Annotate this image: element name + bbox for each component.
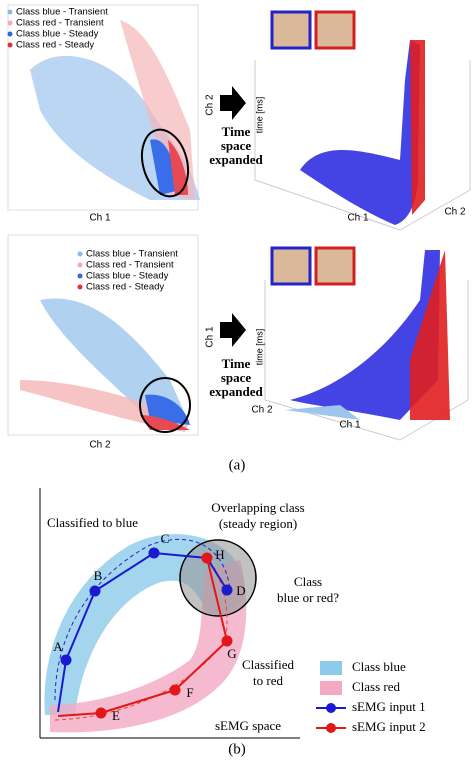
path-arrow	[57, 712, 102, 717]
path-arrow	[100, 689, 176, 714]
arrow-label: space	[221, 370, 252, 385]
path-arrow	[174, 640, 228, 691]
x-axis-label: Ch 1	[347, 213, 369, 224]
annotation: Classified to blue	[47, 515, 138, 530]
path-arrow	[206, 557, 228, 591]
arrow-label: Time	[222, 356, 251, 371]
annotation: blue or red?	[277, 590, 339, 605]
point	[221, 584, 233, 596]
point	[169, 684, 181, 696]
legend-label: Class blue	[352, 659, 406, 674]
y-axis-label: Ch 2	[205, 94, 216, 116]
legend-label: Class red - Transient	[86, 260, 174, 271]
scatter-2	[7, 234, 199, 436]
point-label: G	[227, 646, 236, 661]
y-axis-label: Ch 1	[205, 326, 216, 348]
scatter-1	[7, 4, 200, 211]
annotation: sEMG space	[215, 718, 281, 733]
panel-label: (b)	[228, 741, 246, 757]
plot3d-2	[264, 246, 469, 441]
point	[89, 585, 101, 597]
annotation: Class	[294, 574, 322, 589]
legend-label: Class blue - Steady	[86, 271, 169, 282]
point	[95, 707, 107, 719]
point-label: B	[94, 568, 103, 583]
path-arrow	[94, 552, 155, 592]
point-label: H	[215, 547, 224, 562]
x-axis-label: Ch 2	[89, 440, 111, 451]
annotation: Overlapping class	[211, 500, 305, 515]
legend-label: Class blue - Steady	[16, 29, 99, 40]
legend-label: Class red	[352, 679, 401, 694]
legend-label: Class red - Transient	[16, 18, 104, 29]
plot3d-1	[254, 10, 471, 231]
legend-marker	[326, 723, 336, 733]
legend-marker	[77, 273, 83, 279]
path-arrow	[57, 659, 67, 713]
point-label: E	[112, 708, 120, 723]
legend-label: sEMG input 1	[352, 699, 426, 714]
point-label: C	[161, 531, 170, 546]
legend-label: sEMG input 2	[352, 719, 426, 734]
z-axis-label: time [ms]	[254, 97, 264, 134]
path-arrow	[206, 557, 228, 642]
legend-label: Class red - Steady	[16, 40, 94, 51]
arrow-label: Time	[222, 124, 251, 139]
arrow-label: expanded	[209, 152, 263, 167]
path-arrow	[153, 552, 208, 559]
arrow	[220, 313, 246, 347]
point	[148, 547, 160, 559]
point-label: D	[236, 583, 245, 598]
annotation: to red	[253, 673, 283, 688]
point-label: A	[53, 639, 63, 654]
annotation: (steady region)	[219, 516, 297, 531]
arrow	[220, 86, 246, 120]
legend-marker	[326, 703, 336, 713]
panel-b	[39, 488, 300, 739]
point	[221, 635, 233, 647]
legend-label: Class red - Steady	[86, 282, 164, 293]
arrow-label: expanded	[209, 384, 263, 399]
legend-marker	[7, 42, 13, 48]
legend-marker	[77, 284, 83, 290]
path-arrow	[65, 590, 96, 661]
legend-swatch	[320, 681, 342, 695]
legend-marker	[7, 9, 13, 15]
legend-swatch	[320, 661, 342, 675]
legend-marker	[77, 262, 83, 268]
panel-label: (a)	[229, 457, 246, 473]
y-axis-label: Ch 2	[251, 405, 273, 416]
point	[201, 552, 213, 564]
point-label: F	[186, 685, 193, 700]
legend-marker	[7, 31, 13, 37]
legend-marker	[7, 20, 13, 26]
z-axis-label: time [ms]	[254, 329, 264, 366]
legend-label: Class blue - Transient	[16, 7, 108, 18]
point	[60, 654, 72, 666]
annotation: Classified	[242, 657, 294, 672]
legend-label: Class blue - Transient	[86, 249, 178, 260]
y-axis-label: Ch 2	[444, 207, 466, 218]
legend-marker	[77, 251, 83, 257]
arrow-label: space	[221, 138, 252, 153]
x-axis-label: Ch 1	[89, 213, 111, 224]
x-axis-label: Ch 1	[339, 420, 361, 431]
